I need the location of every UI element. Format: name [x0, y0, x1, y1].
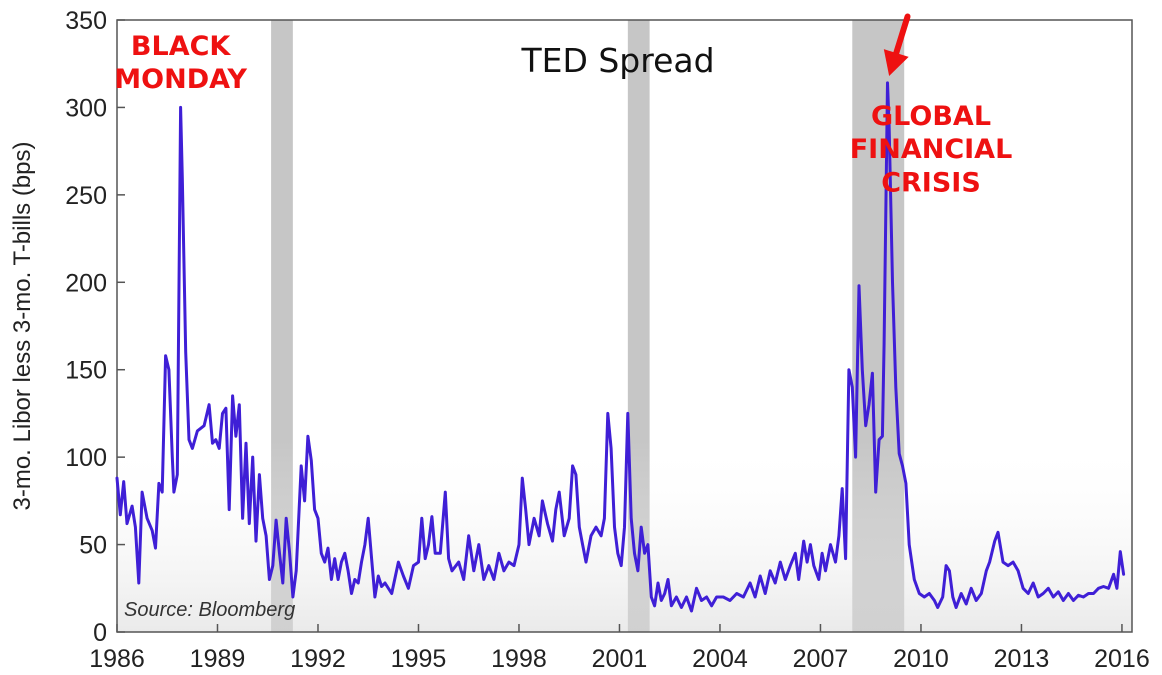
arrow-shaft	[893, 13, 911, 57]
y-axis: 0 50 100 150 200 250 300 350	[65, 7, 125, 647]
annotation-label: BLACK	[131, 31, 231, 62]
x-axis: 1986 1989 1992 1995 1998 2001 2004 2007 2010 2013…	[89, 624, 1150, 673]
y-tick-label: 150	[65, 357, 107, 385]
x-tick-label: 2007	[793, 645, 849, 673]
chart-title: TED Spread	[520, 41, 714, 80]
x-tick-label: 1992	[290, 645, 346, 673]
source-note: Source: Bloomberg	[124, 599, 295, 621]
series-line-1	[115, 81, 1126, 613]
series-layer	[115, 81, 1126, 613]
x-tick-label: 2001	[592, 645, 648, 673]
annotation-label: GLOBAL	[871, 101, 991, 132]
y-tick-label: 50	[79, 532, 107, 560]
x-tick-label: 1995	[391, 645, 447, 673]
x-tick-label: 2004	[692, 645, 748, 673]
x-tick-label: 2010	[893, 645, 949, 673]
annotation-label: FINANCIAL	[850, 134, 1013, 165]
y-tick-label: 300	[65, 94, 107, 122]
annotation-label: CRISIS	[881, 167, 981, 198]
y-axis-title: 3-mo. Libor less 3-mo. T-bills (bps)	[9, 142, 36, 511]
x-tick-label: 2016	[1094, 645, 1150, 673]
y-tick-label: 0	[93, 619, 107, 647]
x-tick-label: 2013	[994, 645, 1050, 673]
x-tick-label: 1998	[491, 645, 547, 673]
y-tick-label: 350	[65, 7, 107, 35]
annotation-label: MONDAY	[114, 64, 247, 95]
y-tick-label: 100	[65, 444, 107, 472]
x-tick-label: 1986	[89, 645, 145, 673]
x-tick-label: 1989	[190, 645, 246, 673]
plot-area-frame	[116, 19, 1133, 633]
y-tick-label: 250	[65, 182, 107, 210]
y-tick-label: 200	[65, 269, 107, 297]
arrow-head	[883, 49, 909, 76]
